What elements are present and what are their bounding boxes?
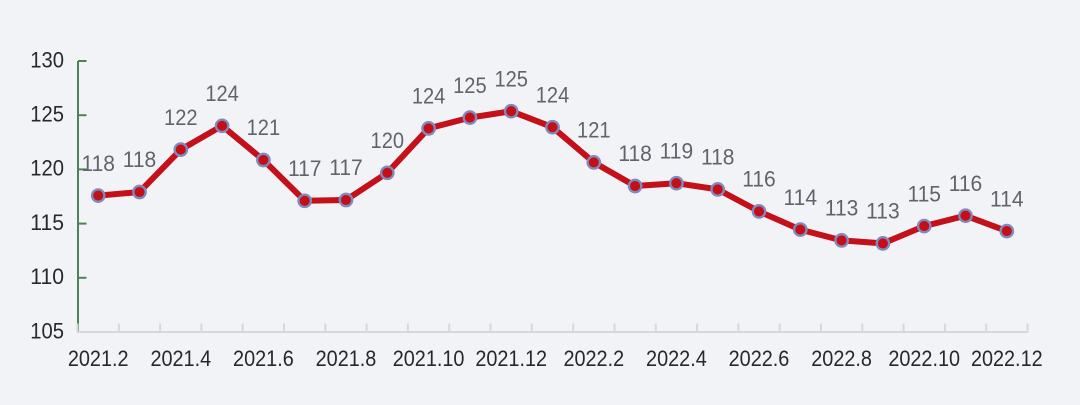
svg-text:120: 120 xyxy=(371,128,405,153)
svg-text:113: 113 xyxy=(866,199,900,224)
svg-text:2022.6: 2022.6 xyxy=(729,346,790,371)
svg-text:2022.10: 2022.10 xyxy=(888,346,960,371)
svg-text:120: 120 xyxy=(30,156,64,181)
svg-text:130: 130 xyxy=(30,47,64,72)
svg-text:125: 125 xyxy=(453,73,487,98)
svg-text:2022.8: 2022.8 xyxy=(811,346,872,371)
svg-text:114: 114 xyxy=(990,186,1024,211)
svg-text:2022.12: 2022.12 xyxy=(971,346,1043,371)
svg-text:121: 121 xyxy=(247,115,281,140)
svg-text:2022.4: 2022.4 xyxy=(646,346,707,371)
svg-text:122: 122 xyxy=(164,105,198,130)
svg-text:124: 124 xyxy=(536,82,570,107)
svg-text:118: 118 xyxy=(81,151,115,176)
svg-text:115: 115 xyxy=(907,181,941,206)
svg-text:124: 124 xyxy=(205,81,239,106)
svg-text:114: 114 xyxy=(784,185,818,210)
svg-text:116: 116 xyxy=(742,167,776,192)
svg-text:105: 105 xyxy=(30,318,64,343)
svg-text:118: 118 xyxy=(618,141,652,166)
svg-text:2021.8: 2021.8 xyxy=(316,346,377,371)
svg-text:2021.4: 2021.4 xyxy=(150,346,211,371)
svg-text:110: 110 xyxy=(30,264,64,289)
svg-text:2021.12: 2021.12 xyxy=(475,346,547,371)
svg-text:124: 124 xyxy=(412,84,446,109)
svg-text:118: 118 xyxy=(701,145,735,170)
svg-text:117: 117 xyxy=(288,156,322,181)
svg-text:115: 115 xyxy=(30,210,64,235)
svg-text:119: 119 xyxy=(660,138,694,163)
svg-text:2021.2: 2021.2 xyxy=(68,346,129,371)
svg-text:125: 125 xyxy=(494,66,528,91)
svg-text:2022.2: 2022.2 xyxy=(563,346,624,371)
svg-text:2021.6: 2021.6 xyxy=(233,346,294,371)
svg-text:121: 121 xyxy=(577,118,611,143)
svg-text:117: 117 xyxy=(329,155,363,180)
svg-text:116: 116 xyxy=(949,171,983,196)
svg-text:125: 125 xyxy=(30,102,64,127)
svg-text:113: 113 xyxy=(825,196,859,221)
svg-text:2021.10: 2021.10 xyxy=(393,346,465,371)
svg-text:118: 118 xyxy=(123,147,157,172)
